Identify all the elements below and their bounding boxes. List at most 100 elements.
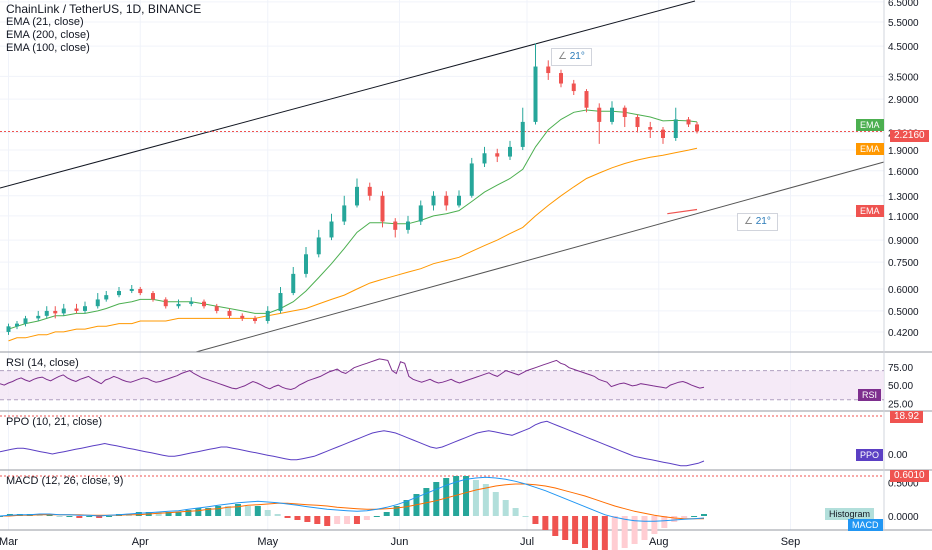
histogram-bar xyxy=(502,500,509,516)
histogram-bar xyxy=(621,516,628,548)
histogram-bar xyxy=(215,506,222,516)
price-tick-label: 1.9000 xyxy=(888,146,919,157)
candle-body xyxy=(597,107,602,122)
study-ema21[interactable]: EMA (21, close) xyxy=(6,16,84,28)
histogram-bar xyxy=(185,510,192,516)
candle-body xyxy=(95,299,100,307)
histogram-bar xyxy=(66,516,73,517)
macd-tick-label: 0.0000 xyxy=(888,512,919,523)
histogram-bar xyxy=(96,516,103,518)
histogram-bar xyxy=(522,516,529,517)
angle-icon: ∠ xyxy=(744,216,753,227)
rsi-title: RSI (14, close) xyxy=(6,357,79,369)
histogram-bar xyxy=(393,506,400,516)
histogram-bar xyxy=(601,516,608,550)
rsi-tick-label: 25.00 xyxy=(888,399,913,410)
macd-tag[interactable]: MACD xyxy=(848,519,883,531)
histogram-bar xyxy=(175,512,182,516)
candle-body xyxy=(117,290,121,296)
candle-body xyxy=(6,326,11,332)
candle-body xyxy=(355,186,359,206)
ppo-line xyxy=(0,420,705,467)
histogram-bar xyxy=(403,500,410,516)
ppo-tag[interactable]: PPO xyxy=(856,449,884,461)
candle-body xyxy=(74,308,79,311)
candle-body xyxy=(661,129,665,138)
lower-trendline xyxy=(195,161,885,353)
histogram-bar xyxy=(195,508,202,516)
candle-body xyxy=(635,116,640,128)
candle-body xyxy=(431,195,436,206)
study-ema100[interactable]: EMA (100, close) xyxy=(6,42,90,54)
rsi-tag[interactable]: RSI xyxy=(858,389,882,401)
histogram-bar xyxy=(304,516,311,522)
date-label: Apr xyxy=(132,536,149,548)
angle-value: 21° xyxy=(569,51,585,62)
trendline-angle-label-upper[interactable]: ∠ 21° xyxy=(551,48,592,66)
candle-body xyxy=(648,127,653,130)
candle-body xyxy=(138,288,143,294)
ppo-tick-label: 0.00 xyxy=(888,450,908,461)
ema100-line xyxy=(667,208,698,215)
candle-body xyxy=(482,153,487,164)
histogram-bar xyxy=(482,484,489,516)
date-label: Sep xyxy=(781,536,801,548)
price-tick-label: 1.3000 xyxy=(888,192,919,203)
candle-body xyxy=(342,205,347,222)
candle-body xyxy=(44,310,49,316)
ema100-tag[interactable]: EMA xyxy=(856,205,884,217)
candle-body xyxy=(129,288,134,291)
candle-body xyxy=(571,83,576,92)
price-tick-label: 6.5000 xyxy=(888,0,919,9)
histogram-bar xyxy=(155,512,162,516)
candle-body xyxy=(686,119,691,125)
candle-body xyxy=(673,119,678,138)
histogram-bar xyxy=(314,516,321,524)
histogram-bar xyxy=(334,516,341,524)
histogram-bar xyxy=(552,516,559,536)
ema21-tag[interactable]: EMA xyxy=(856,119,884,131)
candle-body xyxy=(520,121,525,147)
candle-body xyxy=(380,195,385,222)
histogram-bar xyxy=(225,506,232,516)
rsi-band xyxy=(0,370,884,400)
histogram-bar xyxy=(56,516,63,517)
histogram-bar xyxy=(363,516,370,520)
histogram-bar xyxy=(274,514,281,516)
candle-body xyxy=(53,310,58,314)
price-tick-label: 0.7500 xyxy=(888,258,919,269)
histogram-bar xyxy=(443,478,450,516)
histogram-bar xyxy=(582,516,589,548)
histogram-bar xyxy=(344,516,351,524)
macd-tick-label: 0.5000 xyxy=(888,479,919,490)
histogram-bar xyxy=(671,516,678,522)
candle-body xyxy=(457,195,461,206)
price-tick-label: 0.6000 xyxy=(888,285,919,296)
date-label: Aug xyxy=(649,536,669,548)
candle-body xyxy=(559,73,563,84)
candle-body xyxy=(533,66,538,122)
candle-body xyxy=(495,153,500,157)
histogram-bar xyxy=(106,516,113,517)
candle-body xyxy=(104,295,109,300)
histogram-tag[interactable]: Histogram xyxy=(825,508,875,520)
angle-icon: ∠ xyxy=(558,51,567,62)
histogram-bar xyxy=(512,508,519,516)
candle-body xyxy=(316,237,321,255)
candle-body xyxy=(622,107,627,117)
candle-body xyxy=(202,301,206,307)
ppo-marker-tag: 18.92 xyxy=(890,411,924,423)
histogram-bar xyxy=(691,516,698,517)
candle-body xyxy=(291,273,296,294)
histogram-bar xyxy=(532,516,539,524)
ppo-title: PPO (10, 21, close) xyxy=(6,416,102,428)
candle-body xyxy=(329,221,334,238)
histogram-bar xyxy=(264,510,271,516)
histogram-bar xyxy=(661,516,668,528)
macd-marker-tag: 0.6010 xyxy=(890,470,929,482)
trendline-angle-label-lower[interactable]: ∠ 21° xyxy=(737,213,778,231)
study-ema200[interactable]: EMA (200, close) xyxy=(6,29,90,41)
histogram-bar xyxy=(76,516,83,518)
candle-body xyxy=(546,66,551,74)
ema200-tag[interactable]: EMA xyxy=(856,143,884,155)
